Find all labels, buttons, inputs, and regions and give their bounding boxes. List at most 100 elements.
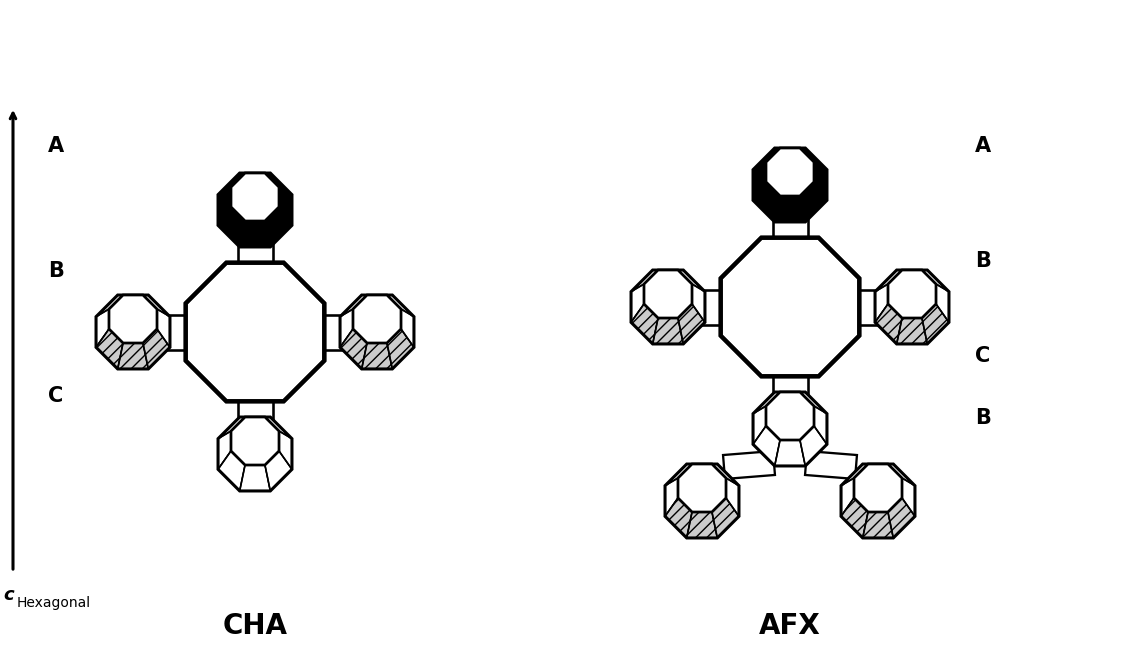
- Polygon shape: [665, 486, 681, 517]
- Polygon shape: [805, 451, 857, 479]
- Polygon shape: [231, 417, 279, 465]
- Polygon shape: [863, 512, 894, 538]
- Text: A: A: [976, 136, 991, 156]
- Polygon shape: [753, 182, 780, 222]
- Polygon shape: [111, 318, 155, 360]
- Polygon shape: [265, 173, 292, 195]
- Polygon shape: [96, 316, 111, 348]
- Polygon shape: [340, 316, 356, 348]
- Polygon shape: [841, 486, 857, 517]
- Polygon shape: [264, 225, 292, 247]
- Polygon shape: [118, 360, 148, 369]
- Polygon shape: [933, 292, 949, 323]
- Polygon shape: [631, 270, 658, 292]
- Polygon shape: [723, 451, 775, 479]
- Polygon shape: [218, 195, 234, 226]
- Polygon shape: [841, 464, 868, 486]
- Polygon shape: [677, 322, 705, 344]
- Polygon shape: [631, 304, 658, 344]
- Polygon shape: [799, 444, 827, 466]
- Polygon shape: [753, 392, 780, 414]
- Polygon shape: [118, 343, 148, 369]
- Polygon shape: [891, 293, 933, 335]
- Polygon shape: [899, 486, 915, 517]
- Polygon shape: [689, 292, 705, 323]
- Polygon shape: [142, 295, 169, 330]
- Polygon shape: [844, 289, 883, 324]
- Polygon shape: [863, 530, 894, 538]
- Polygon shape: [888, 270, 936, 318]
- Polygon shape: [631, 284, 644, 322]
- Polygon shape: [800, 148, 827, 169]
- Polygon shape: [841, 498, 868, 538]
- Polygon shape: [774, 392, 805, 415]
- Polygon shape: [240, 173, 271, 196]
- Text: A: A: [48, 136, 64, 156]
- Polygon shape: [711, 516, 739, 538]
- Polygon shape: [143, 329, 169, 369]
- Polygon shape: [753, 406, 766, 444]
- Polygon shape: [240, 417, 271, 440]
- Polygon shape: [753, 201, 781, 222]
- Polygon shape: [681, 487, 723, 530]
- Polygon shape: [240, 238, 271, 247]
- Polygon shape: [653, 318, 683, 344]
- Polygon shape: [678, 270, 705, 292]
- Polygon shape: [888, 464, 915, 486]
- Polygon shape: [157, 309, 169, 348]
- Polygon shape: [875, 322, 903, 344]
- Polygon shape: [264, 469, 292, 491]
- Polygon shape: [362, 343, 392, 369]
- Polygon shape: [841, 464, 870, 499]
- Polygon shape: [897, 318, 928, 344]
- Polygon shape: [692, 284, 705, 322]
- Polygon shape: [875, 304, 902, 344]
- Polygon shape: [340, 348, 368, 369]
- Polygon shape: [276, 439, 292, 470]
- Polygon shape: [96, 295, 124, 330]
- Polygon shape: [161, 314, 201, 350]
- Polygon shape: [678, 464, 727, 512]
- Polygon shape: [240, 483, 271, 491]
- Polygon shape: [723, 486, 739, 517]
- Polygon shape: [340, 295, 367, 316]
- Polygon shape: [265, 451, 292, 491]
- Polygon shape: [240, 221, 271, 247]
- Polygon shape: [385, 295, 414, 330]
- Text: c: c: [3, 586, 14, 604]
- Polygon shape: [218, 417, 247, 452]
- Polygon shape: [774, 196, 805, 222]
- Polygon shape: [142, 348, 169, 369]
- Polygon shape: [96, 309, 109, 348]
- Polygon shape: [653, 270, 683, 293]
- Polygon shape: [264, 173, 292, 209]
- Text: AFX: AFX: [760, 612, 821, 640]
- Polygon shape: [769, 171, 811, 213]
- Polygon shape: [774, 440, 805, 466]
- Polygon shape: [687, 464, 717, 487]
- Polygon shape: [276, 195, 292, 226]
- Text: B: B: [48, 261, 64, 281]
- Polygon shape: [772, 361, 807, 401]
- Polygon shape: [774, 148, 805, 171]
- Polygon shape: [218, 225, 247, 247]
- Polygon shape: [799, 392, 827, 428]
- Polygon shape: [631, 322, 659, 344]
- Polygon shape: [897, 270, 928, 293]
- Text: C: C: [976, 346, 990, 366]
- Text: B: B: [976, 408, 990, 428]
- Polygon shape: [753, 414, 769, 445]
- Polygon shape: [711, 464, 739, 499]
- Polygon shape: [340, 329, 367, 369]
- Text: B: B: [976, 251, 990, 271]
- Polygon shape: [631, 292, 647, 323]
- Polygon shape: [769, 415, 811, 457]
- Polygon shape: [264, 417, 292, 452]
- Polygon shape: [753, 426, 780, 466]
- Polygon shape: [665, 498, 692, 538]
- Polygon shape: [774, 213, 805, 222]
- Polygon shape: [356, 318, 398, 360]
- Polygon shape: [362, 360, 392, 369]
- Polygon shape: [811, 169, 827, 201]
- Polygon shape: [841, 516, 870, 538]
